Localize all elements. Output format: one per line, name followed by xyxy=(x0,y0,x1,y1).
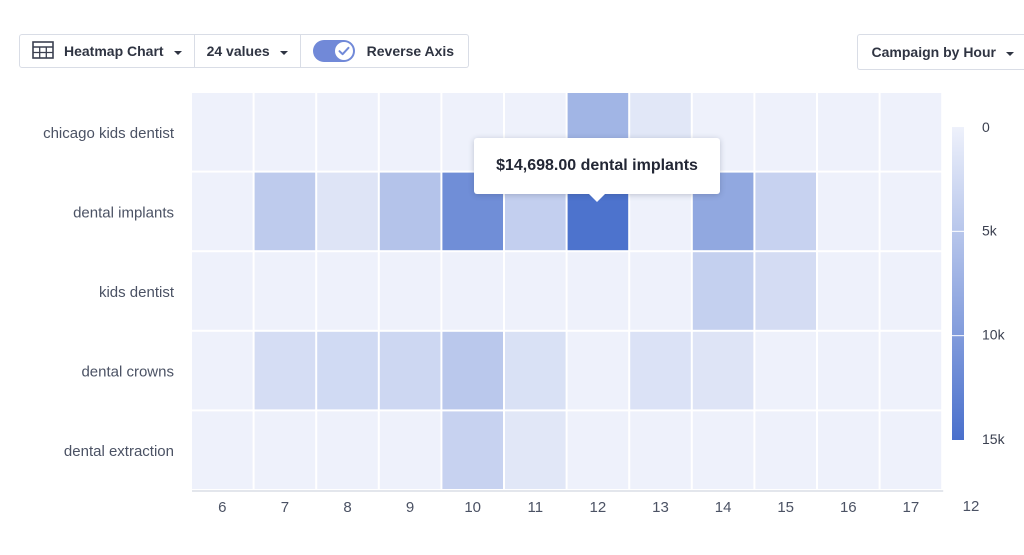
heatmap-cell[interactable] xyxy=(880,93,942,171)
heatmap-cell[interactable] xyxy=(379,331,441,410)
heatmap-cell[interactable] xyxy=(880,331,942,410)
heatmap-cell[interactable] xyxy=(880,411,942,489)
heatmap-cell[interactable] xyxy=(192,331,253,410)
heatmap-cell[interactable] xyxy=(755,93,816,171)
heatmap-cell[interactable] xyxy=(442,252,503,330)
caret-down-icon xyxy=(173,50,182,55)
tooltip-pointer xyxy=(589,194,605,202)
legend-color-scale xyxy=(952,127,964,440)
grouping-dropdown[interactable]: Campaign by Hour xyxy=(856,34,1024,70)
column-label: 7 xyxy=(281,499,289,516)
heatmap-cell[interactable] xyxy=(755,331,816,410)
heatmap-cell[interactable] xyxy=(505,252,566,330)
column-label: 10 xyxy=(464,499,481,516)
values-count-label: 24 values xyxy=(206,43,270,59)
heatmap-cell[interactable] xyxy=(755,172,816,251)
row-label: dental implants xyxy=(73,204,174,221)
legend-tick-label: 15k xyxy=(982,431,1006,447)
column-label: 11 xyxy=(528,499,544,516)
column-label: 6 xyxy=(218,499,226,516)
heatmap-cell[interactable] xyxy=(317,172,378,251)
reverse-axis-control[interactable]: Reverse Axis xyxy=(300,34,470,68)
caret-down-icon xyxy=(279,50,288,55)
heatmap-cell[interactable] xyxy=(818,93,879,171)
heatmap-cell[interactable] xyxy=(442,411,503,489)
heatmap-cell[interactable] xyxy=(192,93,253,171)
legend-tick-label: 5k xyxy=(982,222,998,238)
reverse-axis-toggle[interactable] xyxy=(312,40,355,62)
caret-down-icon xyxy=(1006,51,1014,56)
table-grid-icon xyxy=(32,40,54,62)
column-label: 17 xyxy=(903,499,920,516)
heatmap-cell[interactable] xyxy=(755,252,816,330)
heatmap-cell[interactable] xyxy=(192,252,253,330)
heatmap-cell[interactable] xyxy=(505,331,566,410)
column-label: 13 xyxy=(652,499,669,516)
heatmap-cell[interactable] xyxy=(192,172,253,251)
heatmap-cell[interactable] xyxy=(254,172,316,251)
heatmap-cell[interactable] xyxy=(630,331,691,410)
heatmap-cell[interactable] xyxy=(818,331,879,410)
row-label: dental crowns xyxy=(81,364,174,381)
heatmap-cell[interactable] xyxy=(505,411,566,489)
row-label: chicago kids dentist xyxy=(43,125,175,142)
legend-tick-label: 0 xyxy=(982,119,990,135)
heatmap-cell[interactable] xyxy=(379,411,441,489)
heatmap-cell[interactable] xyxy=(317,411,378,489)
heatmap-cell[interactable] xyxy=(880,252,942,330)
heatmap-cell[interactable] xyxy=(254,331,316,410)
legend-tick-label: 10k xyxy=(982,327,1006,343)
heatmap-cell[interactable] xyxy=(692,331,754,410)
heatmap-cell[interactable] xyxy=(442,331,503,410)
column-label: 12 xyxy=(963,498,980,515)
column-label: 14 xyxy=(715,499,732,516)
heatmap-cell[interactable] xyxy=(818,411,879,489)
heatmap-cell[interactable] xyxy=(317,93,378,171)
heatmap-cell[interactable] xyxy=(192,411,253,489)
column-label: 16 xyxy=(840,499,857,516)
heatmap-cell[interactable] xyxy=(317,252,378,330)
chart-type-label: Heatmap Chart xyxy=(64,43,164,59)
heatmap-cell[interactable] xyxy=(567,252,629,330)
tooltip-text: $14,698.00 dental implants xyxy=(496,157,698,174)
heatmap-cell[interactable] xyxy=(880,172,942,251)
column-label: 9 xyxy=(406,499,414,516)
column-label: 12 xyxy=(590,499,607,516)
heatmap-cell[interactable] xyxy=(630,252,691,330)
heatmap-cell[interactable] xyxy=(254,93,316,171)
column-label: 8 xyxy=(343,499,351,516)
heatmap-cell[interactable] xyxy=(755,411,816,489)
column-label: 15 xyxy=(777,499,794,516)
heatmap-cell[interactable] xyxy=(379,172,441,251)
heatmap-cell[interactable] xyxy=(567,411,629,489)
heatmap-cell[interactable] xyxy=(630,411,691,489)
heatmap-cell[interactable] xyxy=(692,252,754,330)
values-count-dropdown[interactable]: 24 values xyxy=(194,34,301,68)
chart-toolbar: Heatmap Chart 24 values Reverse Axis xyxy=(19,34,470,68)
heatmap-cell[interactable] xyxy=(379,93,441,171)
grouping-label: Campaign by Hour xyxy=(871,44,996,60)
value-tooltip: $14,698.00 dental implants xyxy=(474,138,720,202)
heatmap-cell[interactable] xyxy=(379,252,441,330)
reverse-axis-label: Reverse Axis xyxy=(366,43,455,59)
chart-type-dropdown[interactable]: Heatmap Chart xyxy=(19,34,195,68)
row-label: dental extraction xyxy=(64,443,174,460)
heatmap-cell[interactable] xyxy=(317,331,378,410)
heatmap-cell[interactable] xyxy=(567,331,629,410)
heatmap-cell[interactable] xyxy=(254,252,316,330)
checkmark-icon xyxy=(334,42,353,60)
row-label: kids dentist xyxy=(99,284,175,301)
heatmap-cell[interactable] xyxy=(818,172,879,251)
heatmap-cell[interactable] xyxy=(692,411,754,489)
heatmap-cell[interactable] xyxy=(254,411,316,489)
heatmap-cell[interactable] xyxy=(818,252,879,330)
